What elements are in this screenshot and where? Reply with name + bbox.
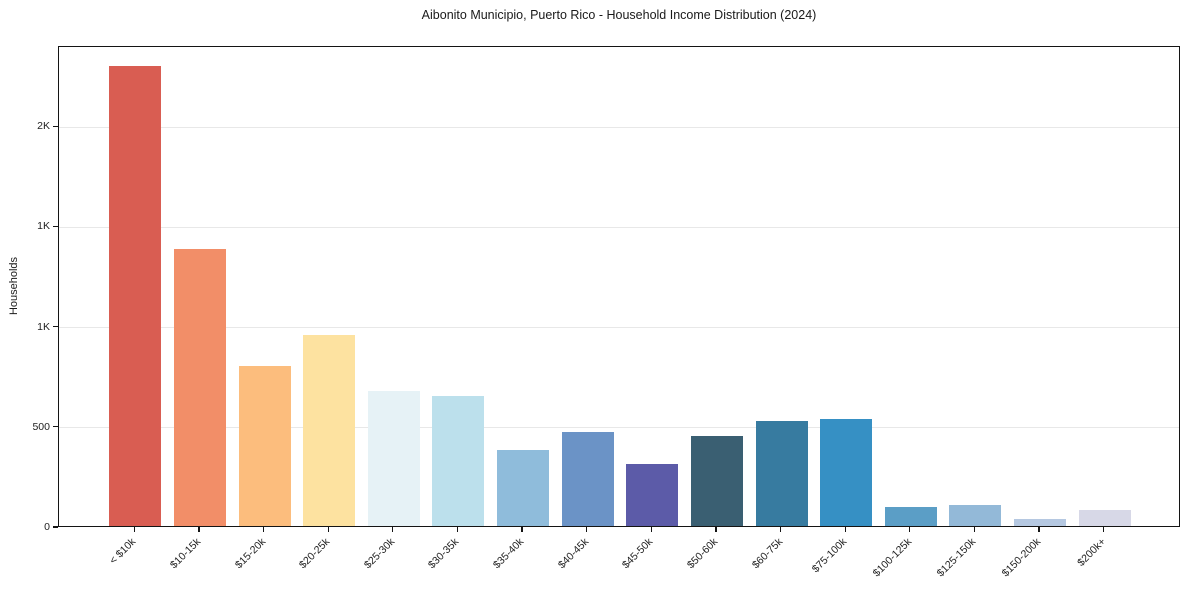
x-tick-mark <box>521 527 523 532</box>
x-tick-mark <box>1103 527 1105 532</box>
bar-40-45k <box>561 432 614 526</box>
y-tick-label: 0 <box>44 521 50 533</box>
x-tick-mark <box>456 527 459 532</box>
y-tick-mark <box>53 225 58 228</box>
bar-125-150k <box>949 504 1002 526</box>
y-axis-label: Households <box>8 256 20 316</box>
bar-75-100k <box>820 418 873 526</box>
bar-20-25k <box>303 334 356 526</box>
y-tick-mark <box>53 125 58 127</box>
bar-25-30k <box>367 390 420 526</box>
bar-15-20k <box>238 365 291 526</box>
x-tick-mark <box>327 527 329 532</box>
plot-area <box>58 46 1180 527</box>
x-tick-mark <box>779 527 782 532</box>
y-tick-mark <box>53 325 58 328</box>
x-tick-mark <box>392 527 394 532</box>
bar-150-200k <box>1014 519 1067 526</box>
gridline <box>59 226 1179 228</box>
y-tick-label: 1K <box>37 220 50 233</box>
bar-200k <box>1078 509 1131 526</box>
x-tick-mark <box>198 527 200 532</box>
x-tick-mark <box>133 527 135 532</box>
x-tick-mark <box>262 527 265 532</box>
y-tick-mark <box>53 426 58 428</box>
gridline <box>59 427 1179 429</box>
bar-50-60k <box>690 436 743 526</box>
x-tick-mark <box>973 527 976 532</box>
bar-45-50k <box>626 463 679 526</box>
bar-10-15k <box>173 249 226 526</box>
x-tick-label: < $10k <box>107 535 139 567</box>
y-tick-mark <box>53 526 58 528</box>
x-tick-mark <box>1038 527 1040 532</box>
bar-10k <box>109 66 162 526</box>
bar-60-75k <box>755 421 808 526</box>
bar-35-40k <box>497 450 550 526</box>
bar-30-35k <box>432 395 485 526</box>
x-tick-mark <box>844 527 846 532</box>
gridline <box>59 126 1179 128</box>
bar-100-125k <box>884 506 937 526</box>
x-tick-mark <box>909 527 911 532</box>
x-tick-mark <box>715 527 717 532</box>
gridline <box>59 327 1179 329</box>
x-tick-mark <box>586 527 588 532</box>
chart-title: Aibonito Municipio, Puerto Rico - Househ… <box>421 8 817 22</box>
y-tick-label: 2K <box>37 120 50 133</box>
x-tick-mark <box>650 527 652 532</box>
y-tick-label: 1K <box>37 320 50 333</box>
y-tick-label: 500 <box>32 420 50 433</box>
